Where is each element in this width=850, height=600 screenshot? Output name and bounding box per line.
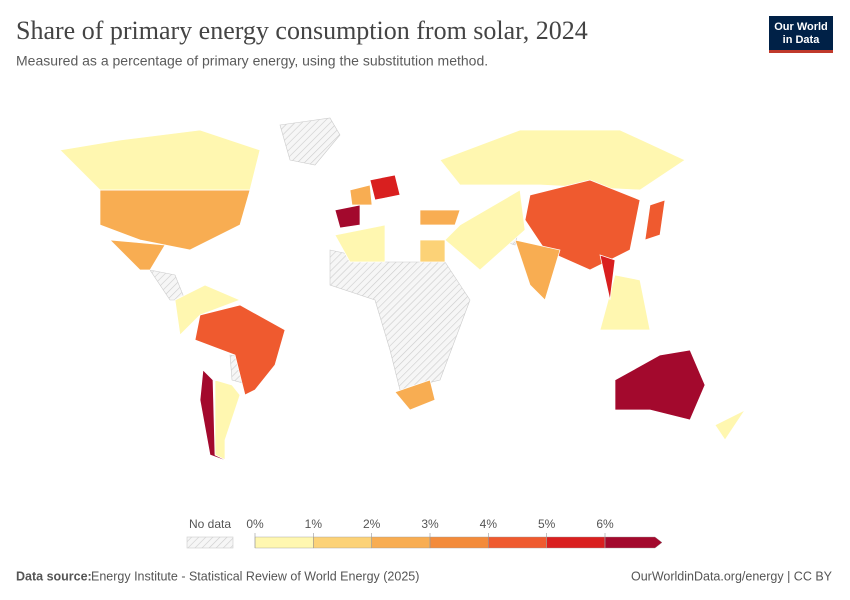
country [644,199,666,241]
country [199,369,233,464]
country [614,349,706,421]
legend-swatch [313,536,372,549]
country [174,284,241,336]
country [439,129,686,191]
logo: Our World in Data [769,16,833,53]
country [334,224,386,263]
legend-tick-label: 3% [421,517,439,531]
legend-tick-label: 4% [480,517,498,531]
legend-no-data-swatch [186,536,234,549]
source-label: Data source: [16,569,92,583]
country [599,254,616,301]
logo-box [769,16,833,50]
title: Share of primary energy consumption from… [16,16,588,45]
legend: No data 0% 1% 2% 3% 4% 5% 6% [186,517,663,549]
country [599,274,651,331]
no-data-region [329,249,471,391]
country [394,379,436,411]
legend-tick-label: 5% [538,517,556,531]
legend-tick-label: 0% [246,517,264,531]
country [444,189,526,271]
legend-swatch [546,536,606,549]
no-data-region [279,117,341,166]
logo-bar [769,50,833,53]
footer-url: OurWorldinData.org/energy | CC BY [631,569,833,583]
country [59,129,261,191]
country [194,304,286,396]
no-data-region [149,269,186,301]
logo-text: Our World [774,21,828,33]
country [419,209,461,226]
legend-tick-label: 2% [363,517,381,531]
country [109,239,166,271]
legend-swatch [371,536,431,549]
logo-text: in Data [783,34,821,46]
country [714,409,747,441]
subtitle: Measured as a percentage of primary ener… [16,53,488,69]
source: Energy Institute - Statistical Review of… [91,569,419,583]
legend-tick-label: 6% [596,517,614,531]
legend-tick-label: 1% [305,517,323,531]
map [59,117,747,464]
country [214,379,241,461]
country [369,174,401,201]
legend-swatch [488,536,547,549]
country [349,184,373,206]
legend-swatch [604,536,663,549]
country [419,239,446,263]
legend-swatch [254,536,314,549]
legend-no-data-label: No data [189,517,231,531]
legend-swatch [429,536,489,549]
country [514,239,561,301]
country [334,204,361,229]
